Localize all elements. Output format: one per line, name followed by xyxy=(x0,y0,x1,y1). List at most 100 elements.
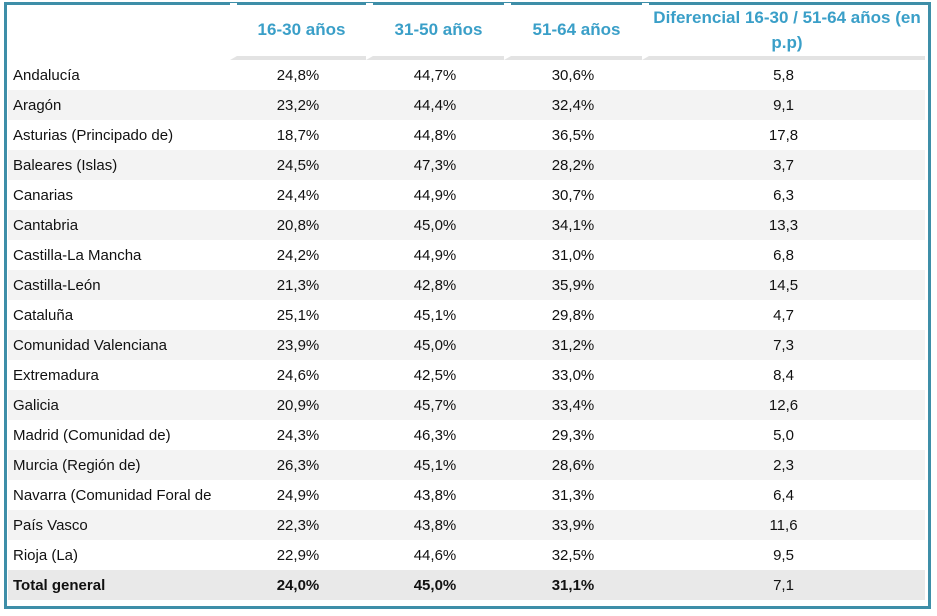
table-row: Comunidad Valenciana 23,9% 45,0% 31,2% 7,3 xyxy=(8,330,925,360)
value-diferencial: 2,3 xyxy=(642,450,925,480)
value-31-50: 45,1% xyxy=(366,450,504,480)
region-label: Asturias (Principado de) xyxy=(13,126,174,144)
value-16-30: 21,3% xyxy=(230,270,366,300)
table-row: Madrid (Comunidad de) 24,3% 46,3% 29,3% 5,0 xyxy=(8,420,925,450)
table-row: Castilla-León 21,3% 42,8% 35,9% 14,5 xyxy=(8,270,925,300)
value-31-50: 45,1% xyxy=(413,306,457,324)
table-row: Extremadura 24,6% 42,5% 33,0% 8,4 xyxy=(8,360,925,390)
value-16-30: 24,3% xyxy=(276,426,320,444)
table-row: Navarra (Comunidad Foral de 24,9% 43,8% 31,… xyxy=(8,480,925,510)
value-31-50: 44,6% xyxy=(413,546,457,564)
value-31-50: 45,0% xyxy=(366,210,504,240)
value-51-64: 30,6% xyxy=(551,66,595,84)
value-16-30: 24,9% xyxy=(276,486,320,504)
value-51-64: 28,6% xyxy=(504,450,642,480)
value-16-30: 20,8% xyxy=(230,210,366,240)
value-diferencial: 11,6 xyxy=(642,510,925,540)
table-row: Galicia 20,9% 45,7% 33,4% 12,6 xyxy=(8,390,925,420)
region-label: Comunidad Valenciana xyxy=(8,330,230,360)
table-row: Rioja (La) 22,9% 44,6% 32,5% 9,5 xyxy=(8,540,925,570)
value-16-30: 22,9% xyxy=(276,546,320,564)
table-row: Cantabria 20,8% 45,0% 34,1% 13,3 xyxy=(8,210,925,240)
table-row: Castilla-La Mancha 24,2% 44,9% 31,0% 6,8 xyxy=(8,240,925,270)
region-label: Extremadura xyxy=(13,366,99,384)
region-label: Castilla-La Mancha xyxy=(13,246,142,264)
value-31-50: 44,9% xyxy=(413,246,457,264)
value-16-30: 24,4% xyxy=(276,186,320,204)
region-label: Andalucía xyxy=(13,66,80,84)
value-51-64: 31,0% xyxy=(551,246,595,264)
value-16-30: 24,6% xyxy=(276,366,320,384)
value-51-64: 36,5% xyxy=(551,126,595,144)
data-table: 16-30 años 31-50 años 51-64 años Diferen… xyxy=(8,3,925,600)
header-diferencial: Diferencial 16-30 / 51-64 años (en p.p) xyxy=(642,3,925,60)
table-row: Cataluña 25,1% 45,1% 29,8% 4,7 xyxy=(8,300,925,330)
value-diferencial: 3,7 xyxy=(642,150,925,180)
table-row: Asturias (Principado de) 18,7% 44,8% 36,5% 1… xyxy=(8,120,925,150)
value-51-64: 30,7% xyxy=(551,186,595,204)
value-51-64: 29,8% xyxy=(551,306,595,324)
value-51-64: 32,4% xyxy=(504,90,642,120)
header-51-64: 51-64 años xyxy=(504,3,642,60)
value-31-50: 45,7% xyxy=(366,390,504,420)
value-16-30: 24,5% xyxy=(230,150,366,180)
value-51-64: 33,9% xyxy=(504,510,642,540)
value-diferencial: 6,8 xyxy=(773,246,794,264)
value-31-50: 44,8% xyxy=(413,126,457,144)
value-16-30: 18,7% xyxy=(276,126,320,144)
value-51-64: 35,9% xyxy=(504,270,642,300)
table-row: Canarias 24,4% 44,9% 30,7% 6,3 xyxy=(8,180,925,210)
value-diferencial: 13,3 xyxy=(642,210,925,240)
table-row: Murcia (Región de) 26,3% 45,1% 28,6% 2,3 xyxy=(8,450,925,480)
value-31-50: 42,5% xyxy=(413,366,457,384)
value-51-64: 33,0% xyxy=(551,366,595,384)
value-16-30: 24,8% xyxy=(276,66,320,84)
region-label: Murcia (Región de) xyxy=(8,450,230,480)
region-label: Rioja (La) xyxy=(13,546,79,564)
region-label: Baleares (Islas) xyxy=(8,150,230,180)
value-16-30: 22,3% xyxy=(230,510,366,540)
value-51-64: 28,2% xyxy=(504,150,642,180)
value-31-50: 44,4% xyxy=(366,90,504,120)
value-31-50: 44,7% xyxy=(413,66,457,84)
total-row: Total general 24,0% 45,0% 31,1% 7,1 xyxy=(8,570,925,600)
region-label: Madrid (Comunidad de) xyxy=(13,426,171,444)
region-label: Total general xyxy=(8,570,230,600)
value-diferencial: 5,8 xyxy=(773,66,794,84)
value-16-30: 20,9% xyxy=(230,390,366,420)
region-label: País Vasco xyxy=(8,510,230,540)
value-31-50: 47,3% xyxy=(366,150,504,180)
header-row: 16-30 años 31-50 años 51-64 años Diferen… xyxy=(8,3,925,60)
region-label: Galicia xyxy=(8,390,230,420)
value-31-50: 43,8% xyxy=(413,486,457,504)
table-row: Baleares (Islas) 24,5% 47,3% 28,2% 3,7 xyxy=(8,150,925,180)
region-label: Aragón xyxy=(8,90,230,120)
value-31-50: 42,8% xyxy=(366,270,504,300)
header-blank xyxy=(8,3,230,60)
value-diferencial: 8,4 xyxy=(773,366,794,384)
header-31-50: 31-50 años xyxy=(366,3,504,60)
value-31-50: 43,8% xyxy=(366,510,504,540)
value-51-64: 34,1% xyxy=(504,210,642,240)
header-16-30: 16-30 años xyxy=(230,3,366,60)
value-diferencial: 9,5 xyxy=(773,546,794,564)
value-51-64: 32,5% xyxy=(551,546,595,564)
value-16-30: 24,0% xyxy=(230,570,366,600)
region-label: Cataluña xyxy=(13,306,74,324)
region-label: Navarra (Comunidad Foral de xyxy=(13,486,212,504)
value-diferencial: 9,1 xyxy=(642,90,925,120)
value-16-30: 26,3% xyxy=(230,450,366,480)
value-31-50: 46,3% xyxy=(413,426,457,444)
value-31-50: 45,0% xyxy=(366,570,504,600)
value-diferencial: 12,6 xyxy=(642,390,925,420)
value-31-50: 45,0% xyxy=(366,330,504,360)
value-31-50: 44,9% xyxy=(413,186,457,204)
value-51-64: 29,3% xyxy=(551,426,595,444)
table-row: Aragón 23,2% 44,4% 32,4% 9,1 xyxy=(8,90,925,120)
value-diferencial: 14,5 xyxy=(642,270,925,300)
value-16-30: 23,2% xyxy=(230,90,366,120)
table-row: País Vasco 22,3% 43,8% 33,9% 11,6 xyxy=(8,510,925,540)
value-51-64: 31,3% xyxy=(551,486,595,504)
value-diferencial: 5,0 xyxy=(773,426,794,444)
value-51-64: 31,1% xyxy=(504,570,642,600)
